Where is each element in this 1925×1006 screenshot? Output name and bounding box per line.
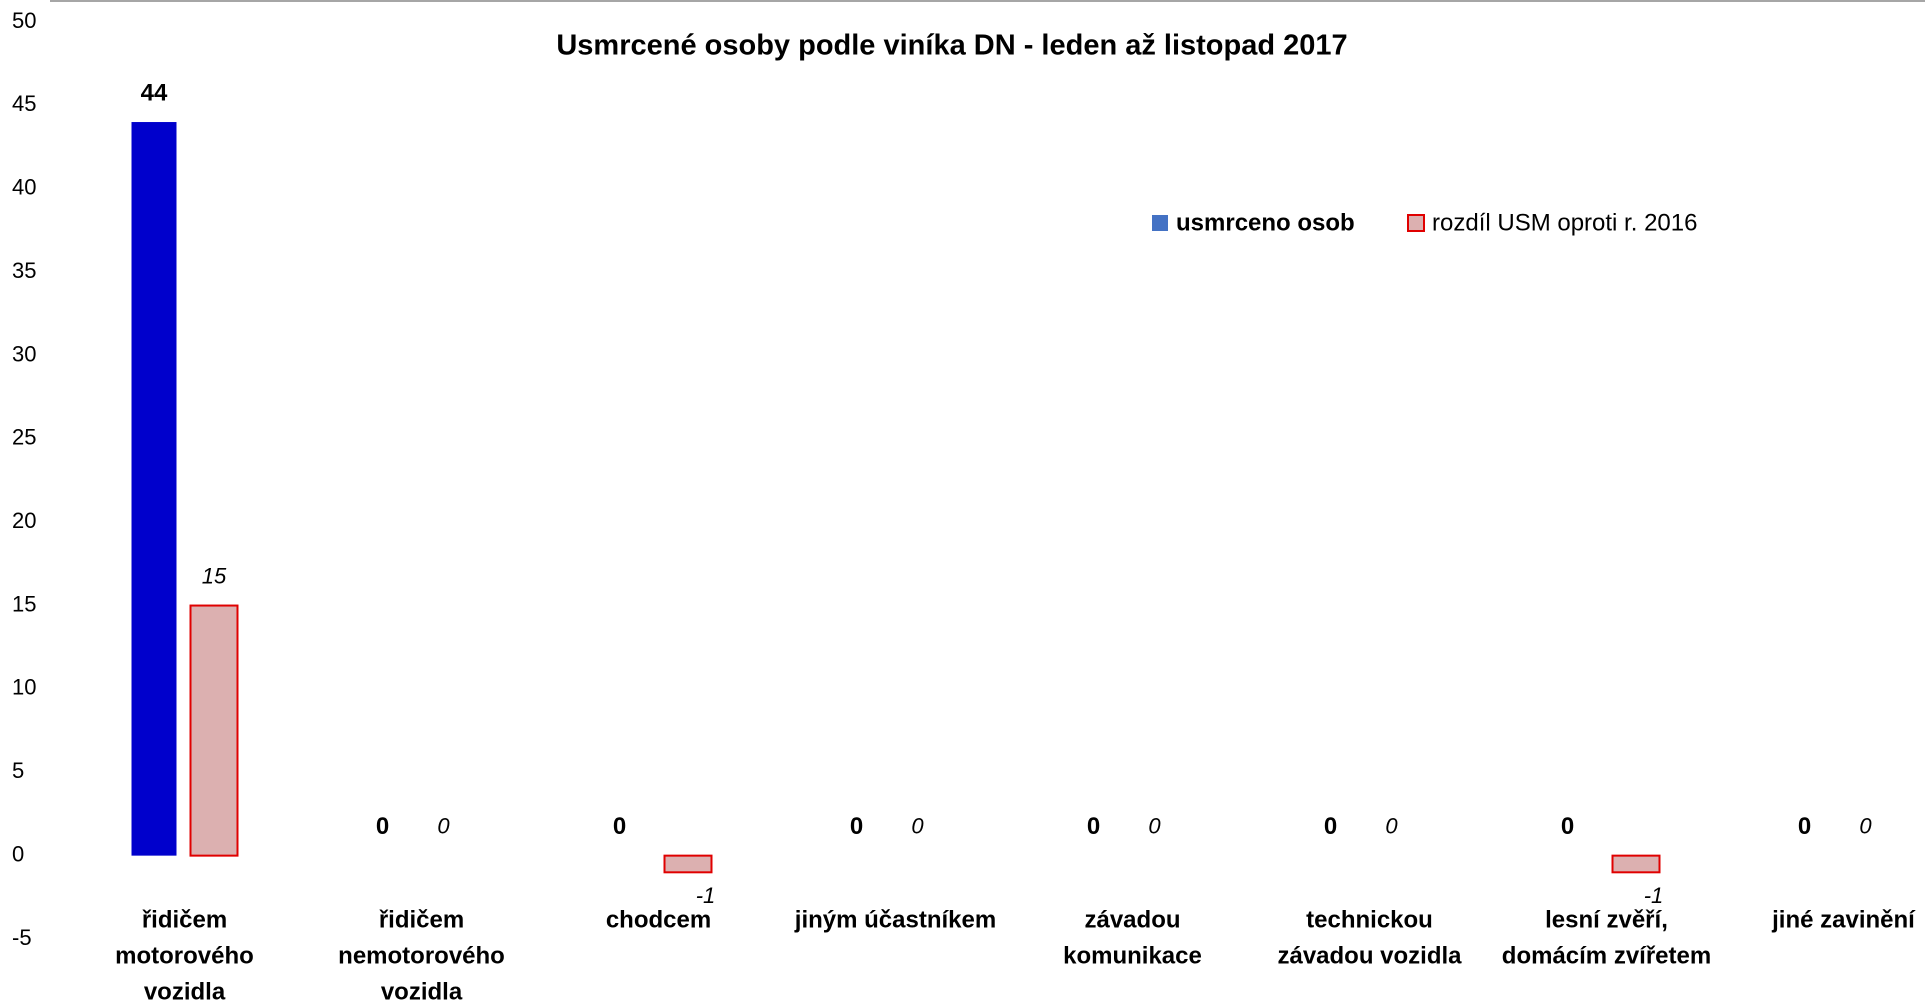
data-label: 44 <box>141 79 168 106</box>
bar <box>663 854 713 874</box>
data-label: 0 <box>376 813 389 840</box>
x-tick-label: domácím zvířetem <box>1502 942 1711 969</box>
data-label: 0 <box>911 813 924 838</box>
x-tick-label: lesní zvěří, <box>1545 906 1668 933</box>
x-tick-label: vozidla <box>144 978 226 1005</box>
y-tick-label: 5 <box>12 758 24 783</box>
x-tick-label: řidičem <box>379 906 464 933</box>
x-tick-label: závadou <box>1084 906 1180 933</box>
x-tick-label: jiné zavinění <box>1771 906 1916 933</box>
bar <box>1611 854 1661 874</box>
y-tick-label: 35 <box>12 258 36 283</box>
x-tick-label: jiným účastníkem <box>794 906 996 933</box>
legend-label: usmrceno osob <box>1176 209 1355 236</box>
x-tick-label: komunikace <box>1063 942 1202 969</box>
x-tick-label: nemotorového <box>338 942 505 969</box>
y-tick-label: -5 <box>12 925 32 950</box>
data-label: 0 <box>1859 813 1872 838</box>
data-label: 0 <box>1148 813 1161 838</box>
data-label: -1 <box>696 883 716 908</box>
x-tick-label: motorového <box>115 942 254 969</box>
data-label: 15 <box>202 563 227 588</box>
data-label: 0 <box>1324 813 1337 840</box>
y-tick-label: 10 <box>12 675 36 700</box>
data-label: 0 <box>613 813 626 840</box>
y-tick-label: 15 <box>12 591 36 616</box>
data-label: 0 <box>850 813 863 840</box>
chart-title: Usmrcené osoby podle viníka DN - leden a… <box>556 30 1347 62</box>
y-tick-label: 25 <box>12 425 36 450</box>
data-label: 0 <box>437 813 450 838</box>
y-tick-label: 40 <box>12 175 36 200</box>
data-label: 0 <box>1087 813 1100 840</box>
data-label: 0 <box>1561 813 1574 840</box>
x-tick-label: chodcem <box>606 906 711 933</box>
data-label: 0 <box>1385 813 1398 838</box>
y-tick-label: 50 <box>12 8 36 33</box>
x-tick-label: vozidla <box>381 978 463 1005</box>
legend-label: rozdíl USM oproti r. 2016 <box>1432 209 1697 236</box>
bar <box>131 122 177 856</box>
y-tick-label: 20 <box>12 508 36 533</box>
y-tick-label: 30 <box>12 341 36 366</box>
bar <box>189 604 239 857</box>
y-tick-label: 45 <box>12 91 36 116</box>
x-tick-label: závadou vozidla <box>1277 942 1462 969</box>
data-label: 0 <box>1798 813 1811 840</box>
legend-swatch <box>1152 215 1168 231</box>
legend-swatch <box>1407 214 1425 232</box>
x-tick-label: technickou <box>1306 906 1433 933</box>
data-label: -1 <box>1644 883 1664 908</box>
y-tick-label: 0 <box>12 841 24 866</box>
x-tick-label: řidičem <box>142 906 227 933</box>
